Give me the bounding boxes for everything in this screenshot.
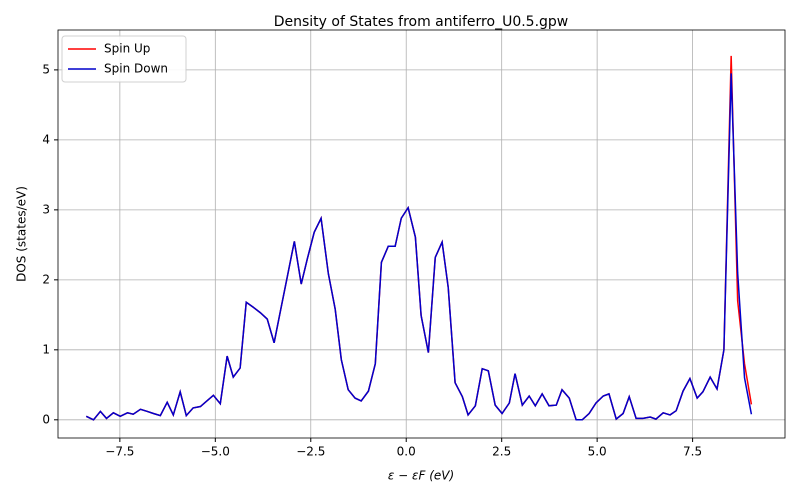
x-tick-label: 7.5	[683, 445, 702, 459]
line-series	[85, 73, 753, 421]
x-tick-label: −7.5	[105, 445, 134, 459]
plot-frame	[57, 29, 786, 439]
chart-title: Density of States from antiferro_U0.5.gp…	[274, 14, 569, 30]
x-tick-label: 2.5	[492, 445, 511, 459]
x-axis-label: ε − εF (eV)	[388, 469, 454, 483]
x-tick-label: −2.5	[296, 445, 325, 459]
x-tick-label: 5.0	[588, 445, 607, 459]
y-tick-label: 4	[42, 132, 50, 146]
legend-label: Spin Down	[104, 62, 168, 76]
y-axis-label: DOS (states/eV)	[15, 186, 29, 282]
legend-box	[61, 35, 187, 83]
y-tick-label: 5	[42, 62, 50, 76]
y-tick-label: 0	[42, 412, 50, 426]
y-tick-label: 3	[42, 202, 50, 216]
x-tick-label: −5.0	[201, 445, 230, 459]
legend-label: Spin Up	[104, 42, 150, 56]
x-tick-label: 0.0	[397, 445, 416, 459]
y-tick-label: 1	[42, 342, 50, 356]
line-series	[85, 55, 753, 421]
y-tick-label: 2	[42, 272, 50, 286]
